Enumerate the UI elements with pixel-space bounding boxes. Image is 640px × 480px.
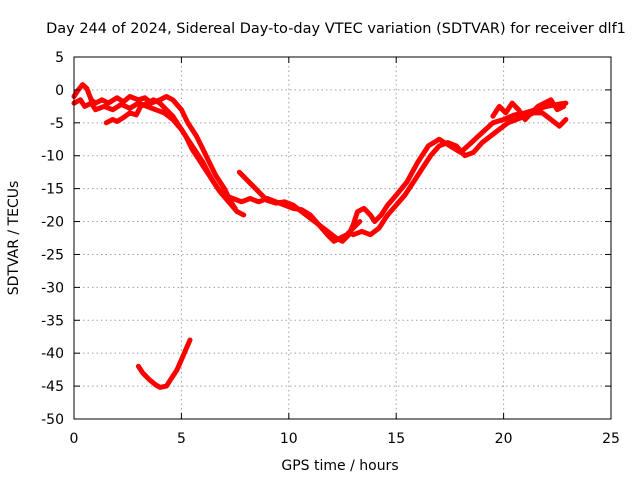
- y-tick-label: -10: [41, 149, 64, 165]
- series-track-3: [103, 97, 363, 244]
- y-tick-label: -35: [41, 313, 64, 329]
- x-tick-label: 5: [177, 431, 186, 447]
- y-tick-label: 0: [55, 83, 64, 99]
- x-axis-label: GPS time / hours: [281, 458, 398, 474]
- y-tick-label: -25: [41, 247, 64, 263]
- y-tick-label: -30: [41, 280, 64, 296]
- x-tick-label: 15: [387, 431, 405, 447]
- y-tick-label: -45: [41, 379, 64, 395]
- y-tick-label: 5: [55, 50, 64, 66]
- series-track-2: [71, 97, 247, 218]
- y-tick-label: -50: [41, 412, 64, 428]
- axis-ticks: 5 0 -5 -10 -15 -20 -25 -30 -35 -40 -45 -50 0 5 10 15 20 2…: [41, 50, 620, 447]
- x-tick-label: 25: [602, 431, 620, 447]
- y-axis-label: SDTVAR / TECUs: [6, 181, 22, 296]
- y-tick-label: -15: [41, 182, 64, 198]
- x-tick-label: 0: [70, 431, 79, 447]
- series-track-4: [135, 337, 193, 390]
- chart-title: Day 244 of 2024, Sidereal Day-to-day VTE…: [46, 21, 626, 37]
- series-track-6: [350, 110, 569, 238]
- y-tick-label: -40: [41, 346, 64, 362]
- series-group: [71, 82, 569, 390]
- y-tick-label: -20: [41, 215, 64, 231]
- series-track-7: [490, 97, 567, 122]
- y-tick-label: -5: [50, 116, 64, 132]
- series-track-1: [71, 82, 238, 211]
- x-tick-label: 10: [280, 431, 298, 447]
- x-tick-label: 20: [495, 431, 513, 447]
- plot-frame: [73, 56, 612, 420]
- series-track-5: [236, 100, 569, 244]
